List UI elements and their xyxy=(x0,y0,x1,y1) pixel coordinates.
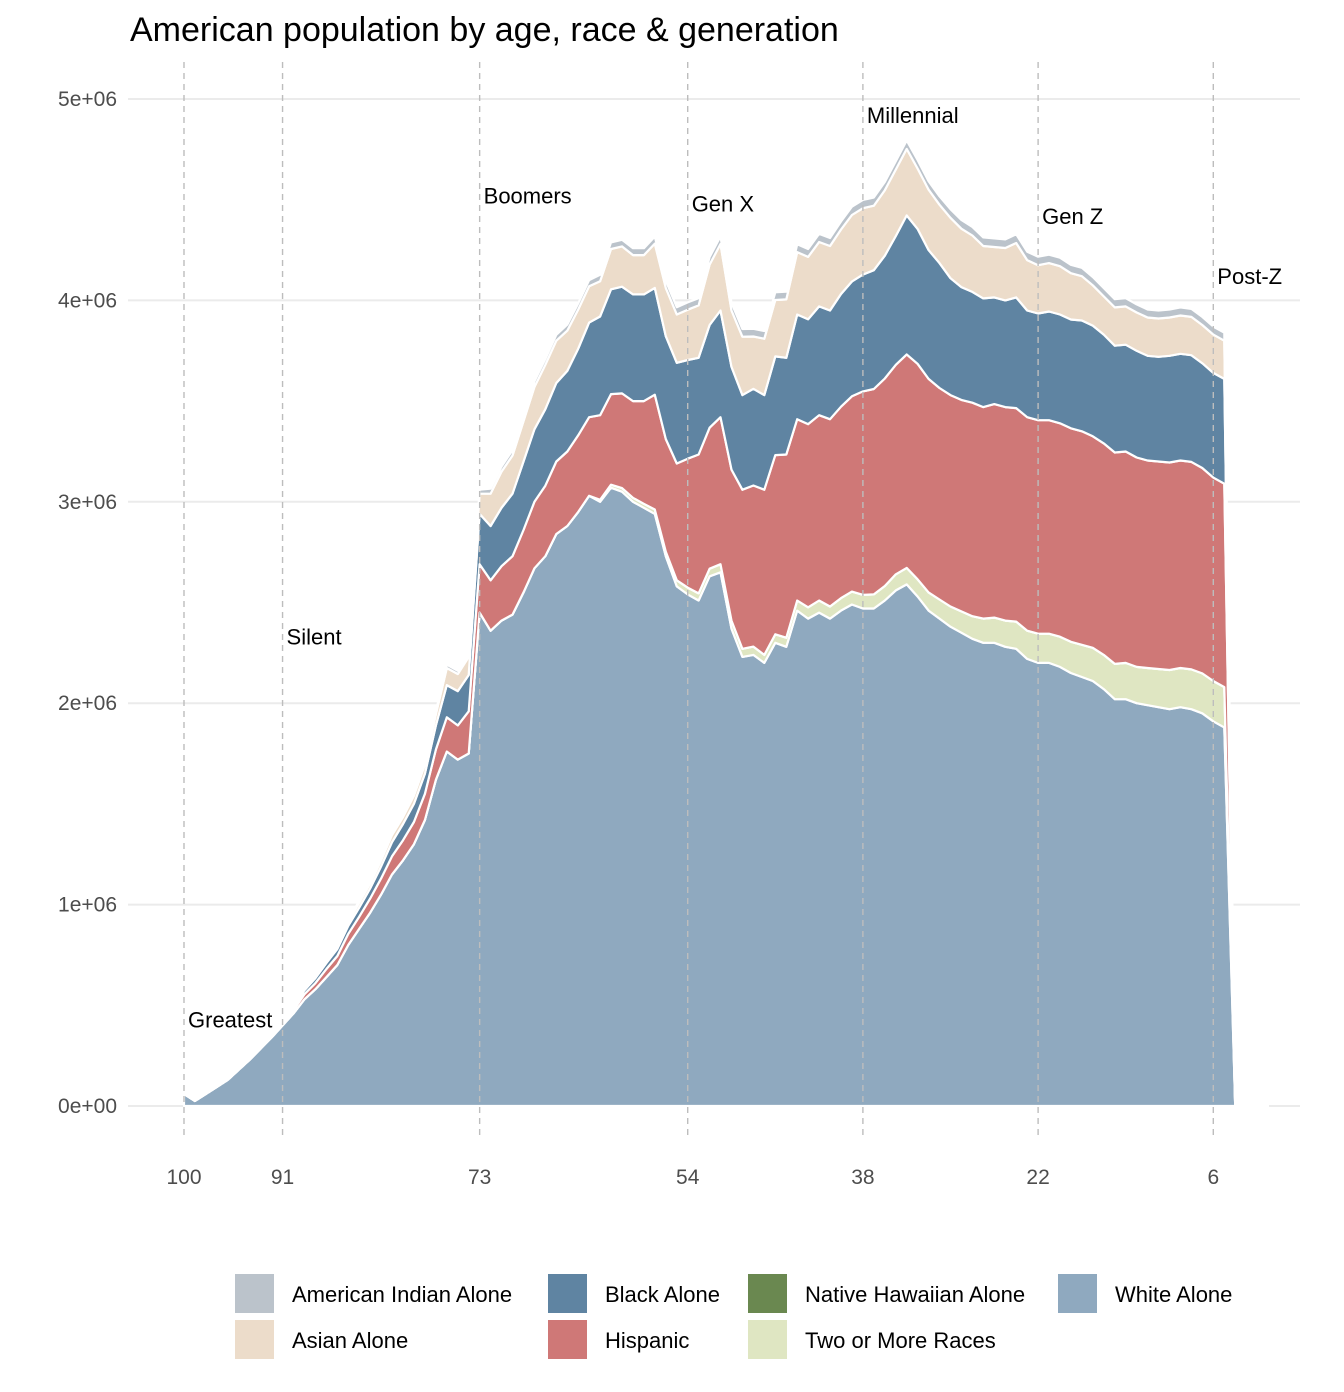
legend-label-white-alone: White Alone xyxy=(1115,1282,1232,1307)
x-tick-label: 54 xyxy=(676,1166,700,1189)
generation-labels: Greatest Silent Boomers Gen X Millennial Gen … xyxy=(188,103,1282,1032)
area-american-indian-alone xyxy=(182,139,1270,1108)
legend: American Indian Alone Asian Alone Black Al… xyxy=(235,1274,1232,1359)
y-tick-label: 2e+06 xyxy=(58,692,117,715)
generation-label-boomers: Boomers xyxy=(484,184,572,209)
legend-swatch-hispanic xyxy=(548,1320,587,1359)
generation-label-post-z: Post-Z xyxy=(1217,264,1282,289)
legend-label-native-hawaiian-alone: Native Hawaiian Alone xyxy=(805,1282,1025,1307)
legend-swatch-white-alone xyxy=(1058,1274,1097,1313)
y-axis-tick-labels: 0e+00 1e+06 2e+06 3e+06 4e+06 5e+06 xyxy=(58,88,117,1118)
generation-dividers xyxy=(183,62,1215,1140)
legend-swatch-asian-alone xyxy=(235,1320,274,1359)
y-tick-label: 0e+00 xyxy=(58,1095,117,1118)
y-tick-label: 1e+06 xyxy=(58,894,117,917)
legend-label-american-indian-alone: American Indian Alone xyxy=(292,1282,512,1307)
x-tick-label: 73 xyxy=(468,1166,491,1189)
generation-label-greatest: Greatest xyxy=(188,1007,272,1032)
generation-label-silent: Silent xyxy=(287,625,342,650)
x-tick-label: 38 xyxy=(851,1166,874,1189)
generation-label-millennial: Millennial xyxy=(867,103,959,128)
stacked-areas xyxy=(182,139,1270,1108)
legend-label-asian-alone: Asian Alone xyxy=(292,1328,408,1353)
x-tick-label: 6 xyxy=(1207,1166,1219,1189)
legend-swatch-two-or-more-races xyxy=(748,1320,787,1359)
x-tick-label: 91 xyxy=(271,1166,294,1189)
generation-label-gen-x: Gen X xyxy=(692,192,755,217)
generation-label-gen-z: Gen Z xyxy=(1042,204,1103,229)
x-axis-tick-labels: 100 91 73 54 38 22 6 xyxy=(166,1166,1219,1189)
x-tick-label: 100 xyxy=(166,1166,201,1189)
legend-label-two-or-more-races: Two or More Races xyxy=(805,1328,996,1353)
y-tick-label: 4e+06 xyxy=(58,289,117,312)
legend-swatch-native-hawaiian-alone xyxy=(748,1274,787,1313)
y-tick-label: 3e+06 xyxy=(58,491,117,514)
legend-label-hispanic: Hispanic xyxy=(605,1328,689,1353)
legend-swatch-black-alone xyxy=(548,1274,587,1313)
chart-title: American population by age, race & gener… xyxy=(130,11,839,49)
legend-label-black-alone: Black Alone xyxy=(605,1282,720,1307)
x-tick-label: 22 xyxy=(1026,1166,1049,1189)
y-tick-label: 5e+06 xyxy=(58,88,117,111)
legend-swatch-american-indian-alone xyxy=(235,1274,274,1313)
